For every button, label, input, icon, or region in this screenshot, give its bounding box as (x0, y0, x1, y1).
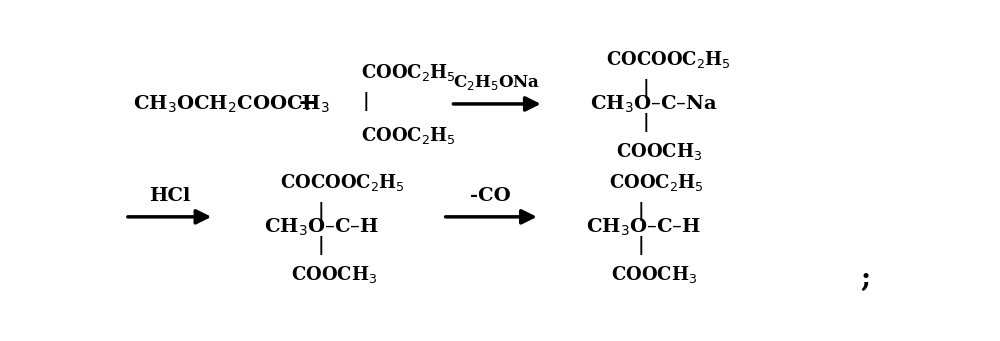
Text: C$_2$H$_5$ONa: C$_2$H$_5$ONa (453, 73, 541, 92)
Text: CH$_3$OCH$_2$COOCH$_3$: CH$_3$OCH$_2$COOCH$_3$ (133, 93, 330, 115)
Text: |: | (318, 236, 325, 255)
Text: COCOOC$_2$H$_5$: COCOOC$_2$H$_5$ (606, 49, 730, 70)
Text: COOCH$_3$: COOCH$_3$ (291, 264, 377, 285)
Text: COOC$_2$H$_5$: COOC$_2$H$_5$ (361, 62, 456, 83)
Text: -CO: -CO (470, 187, 511, 205)
Text: |: | (638, 236, 645, 255)
Text: COOCH$_3$: COOCH$_3$ (616, 141, 702, 162)
Text: CH$_3$O–C–H: CH$_3$O–C–H (586, 217, 701, 238)
Text: |: | (362, 92, 369, 111)
Text: |: | (643, 79, 649, 98)
Text: CH$_3$O–C–H: CH$_3$O–C–H (264, 217, 379, 238)
Text: HCl: HCl (149, 187, 191, 205)
Text: COOC$_2$H$_5$: COOC$_2$H$_5$ (361, 125, 456, 146)
Text: COOCH$_3$: COOCH$_3$ (611, 264, 697, 285)
Text: +: + (298, 93, 316, 115)
Text: |: | (638, 202, 645, 221)
Text: |: | (318, 202, 325, 221)
Text: COCOOC$_2$H$_5$: COCOOC$_2$H$_5$ (280, 172, 405, 193)
Text: CH$_3$O–C–Na: CH$_3$O–C–Na (590, 93, 717, 115)
Text: ;: ; (860, 266, 870, 293)
Text: COOC$_2$H$_5$: COOC$_2$H$_5$ (609, 172, 704, 193)
Text: |: | (643, 113, 649, 132)
